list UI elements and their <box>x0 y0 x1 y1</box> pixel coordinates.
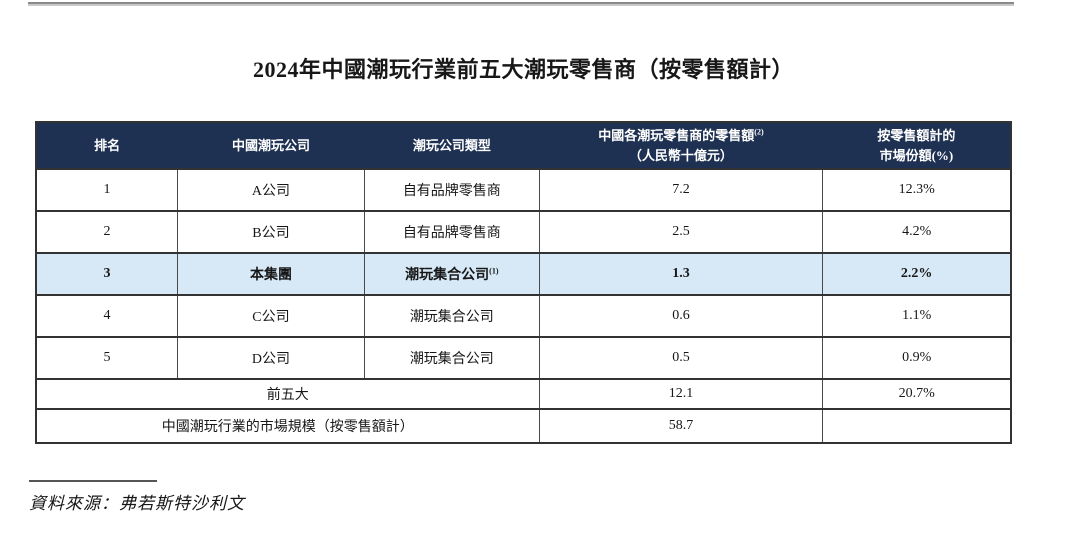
company-cell: C公司 <box>176 294 366 338</box>
rank-cell: 4 <box>35 294 178 338</box>
sales-cell: 58.7 <box>538 408 824 444</box>
rank-cell: 5 <box>35 336 178 380</box>
share-cell: 1.1% <box>822 294 1012 338</box>
page-title: 2024年中國潮玩行業前五大潮玩零售商（按零售額計） <box>252 57 794 82</box>
col-header-share-line1: 按零售額計的 <box>877 128 956 143</box>
type-cell: 自有品牌零售商 <box>364 210 540 254</box>
summary-row-top5: 前五大 12.1 20.7% <box>35 378 1012 410</box>
content-area: 2024年中國潮玩行業前五大潮玩零售商（按零售額計） 排名 中國潮玩公司 潮玩公… <box>35 0 1012 444</box>
type-text: 自有品牌零售商 <box>402 226 501 241</box>
col-header-type: 潮玩公司類型 <box>364 122 540 169</box>
table-row: 1 A公司 自有品牌零售商 7.2 12.3% <box>35 168 1012 212</box>
sales-cell: 12.1 <box>538 378 824 410</box>
sales-cell: 0.6 <box>538 294 824 338</box>
top-divider <box>28 2 1014 6</box>
top5-retailers-table: 排名 中國潮玩公司 潮玩公司類型 中國各潮玩零售商的零售額(2) （人民幣十億元… <box>35 121 1012 444</box>
type-cell: 自有品牌零售商 <box>364 168 540 212</box>
summary-label-cell: 前五大 <box>35 378 540 410</box>
col-header-sales-line2: （人民幣十億元） <box>628 147 733 163</box>
table-row: 2 B公司 自有品牌零售商 2.5 4.2% <box>35 210 1012 254</box>
table-header-row: 排名 中國潮玩公司 潮玩公司類型 中國各潮玩零售商的零售額(2) （人民幣十億元… <box>36 122 1011 169</box>
col-header-sales-line1: 中國各潮玩零售商的零售額 <box>598 128 755 143</box>
rank-cell: 2 <box>35 210 178 254</box>
source-footer: 資料來源：弗若斯特沙利文 <box>29 480 245 514</box>
col-header-company: 中國潮玩公司 <box>177 122 365 169</box>
col-header-share-line2: 市場份額(%) <box>879 147 954 163</box>
type-cell: 潮玩集合公司 <box>364 294 540 338</box>
sales-cell: 7.2 <box>538 168 824 212</box>
share-cell: 4.2% <box>822 210 1012 254</box>
source-divider <box>29 480 157 482</box>
share-cell: 2.2% <box>822 252 1012 296</box>
summary-label-cell: 中國潮玩行業的市場規模（按零售額計） <box>35 408 540 444</box>
type-text: 潮玩集合公司 <box>405 268 490 283</box>
table-row: 4 C公司 潮玩集合公司 0.6 1.1% <box>35 294 1012 338</box>
table-row: 5 D公司 潮玩集合公司 0.5 0.9% <box>35 336 1012 380</box>
sales-cell: 0.5 <box>538 336 824 380</box>
company-cell: D公司 <box>176 336 366 380</box>
col-header-rank: 排名 <box>36 122 178 169</box>
type-text: 潮玩集合公司 <box>409 310 494 325</box>
share-cell <box>822 408 1012 444</box>
rank-cell: 3 <box>35 252 178 296</box>
sales-cell: 1.3 <box>538 252 824 296</box>
company-cell: B公司 <box>176 210 366 254</box>
company-cell: 本集團 <box>176 252 366 296</box>
share-cell: 12.3% <box>822 168 1012 212</box>
type-text: 自有品牌零售商 <box>402 184 501 199</box>
table-row-the-group-highlighted: 3 本集團 潮玩集合公司(1) 1.3 2.2% <box>35 252 1012 296</box>
source-note: 資料來源：弗若斯特沙利文 <box>29 494 245 513</box>
col-header-sales: 中國各潮玩零售商的零售額(2) （人民幣十億元） <box>539 122 823 169</box>
footnote-ref-1: (1) <box>489 266 499 276</box>
company-cell: A公司 <box>176 168 366 212</box>
type-cell: 潮玩集合公司(1) <box>364 252 540 296</box>
footnote-ref-2: (2) <box>754 127 764 137</box>
rank-cell: 1 <box>35 168 178 212</box>
col-header-share: 按零售額計的 市場份額(%) <box>822 122 1011 169</box>
sales-cell: 2.5 <box>538 210 824 254</box>
type-text: 潮玩集合公司 <box>409 352 494 367</box>
share-cell: 20.7% <box>822 378 1012 410</box>
type-cell: 潮玩集合公司 <box>364 336 540 380</box>
summary-row-market-size: 中國潮玩行業的市場規模（按零售額計） 58.7 <box>35 408 1012 444</box>
share-cell: 0.9% <box>822 336 1012 380</box>
